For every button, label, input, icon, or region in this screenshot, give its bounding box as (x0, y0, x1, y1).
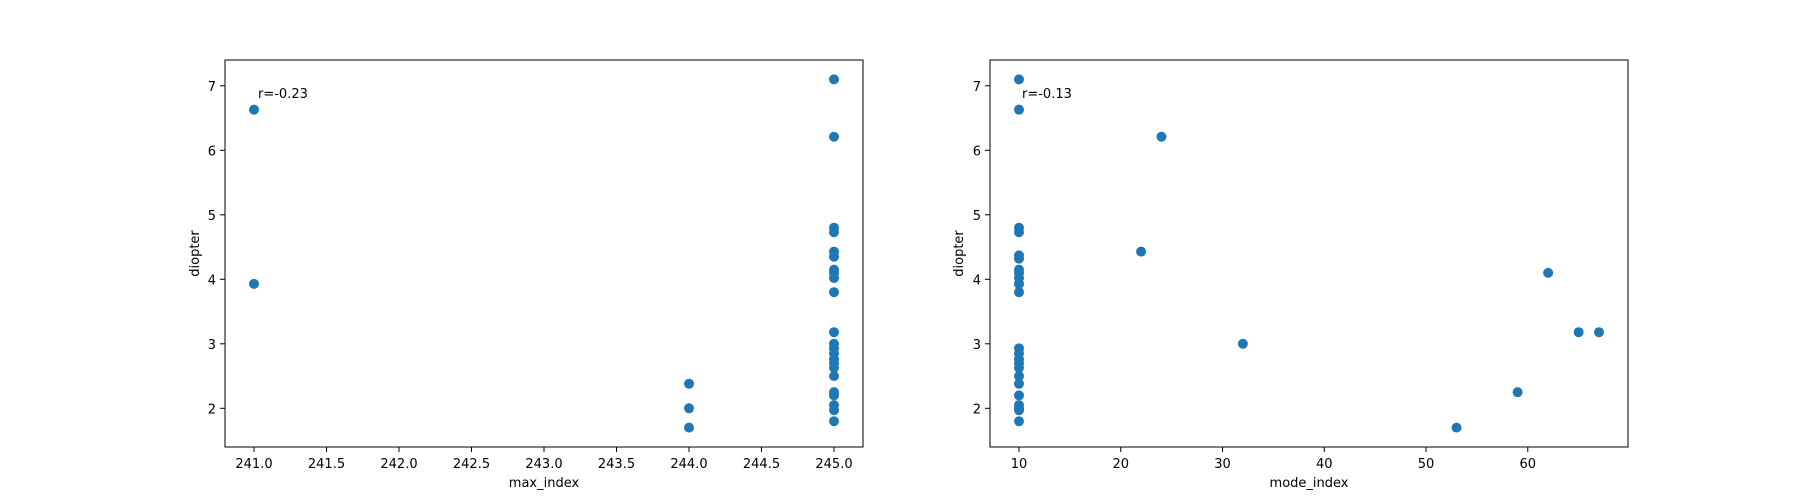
data-point (1573, 327, 1584, 338)
x-axis-label: max_index (509, 476, 580, 491)
data-point (829, 362, 839, 373)
y-tick-label: 5 (208, 209, 216, 224)
x-tick-label: 241.0 (235, 457, 272, 472)
y-tick-label: 7 (973, 80, 981, 95)
x-tick-label: 241.5 (308, 457, 345, 472)
y-tick-label: 6 (973, 144, 981, 159)
x-tick-label: 244.5 (743, 457, 780, 472)
data-point (1014, 227, 1024, 238)
data-point (829, 227, 839, 238)
y-tick-label: 4 (973, 273, 981, 288)
chart-panel-mode-index: 10 20 30 40 50 60 2 3 4 5 6 7 mode_index diopter r… (952, 59, 1629, 491)
x-axis-ticks: 10 20 30 40 50 60 (1011, 447, 1536, 472)
y-tick-label: 7 (208, 80, 216, 95)
data-point (829, 251, 839, 262)
data-point (684, 422, 694, 433)
data-point (1014, 253, 1024, 264)
x-tick-label: 243.5 (598, 457, 635, 472)
data-point (1014, 278, 1024, 289)
y-tick-label: 6 (208, 144, 216, 159)
data-point (829, 327, 839, 338)
data-point (1014, 405, 1024, 416)
y-axis-ticks: 2 3 4 5 6 7 (208, 80, 225, 417)
data-point (829, 390, 839, 401)
y-axis-label: diopter (188, 230, 203, 277)
data-point (829, 405, 839, 416)
data-point (1014, 371, 1024, 382)
data-point (1014, 416, 1024, 427)
x-tick-label: 10 (1011, 457, 1028, 472)
data-point (1014, 287, 1024, 298)
data-point (1156, 131, 1167, 142)
y-tick-label: 2 (973, 402, 981, 417)
y-axis-ticks: 2 3 4 5 6 7 (973, 80, 990, 417)
axes-frame (989, 59, 1629, 448)
y-tick-label: 5 (973, 209, 981, 224)
chart-panel-max-index: 241.0 241.5 242.0 242.5 243.0 243.5 244.0 244.5… (188, 59, 864, 491)
x-tick-label: 20 (1112, 457, 1129, 472)
correlation-annotation: r=-0.23 (258, 87, 308, 102)
x-tick-label: 40 (1316, 457, 1333, 472)
data-point (829, 287, 839, 298)
data-point (1594, 327, 1604, 338)
correlation-annotation: r=-0.13 (1022, 87, 1072, 102)
data-point (1014, 74, 1024, 85)
x-axis-ticks: 241.0 241.5 242.0 242.5 243.0 243.5 244.0 244.5… (235, 447, 853, 472)
scatter-points (1014, 74, 1604, 433)
x-tick-label: 244.0 (670, 457, 707, 472)
data-point (829, 131, 839, 142)
data-point (1014, 378, 1024, 389)
scatter-points (249, 74, 839, 433)
data-point (829, 74, 839, 85)
data-point (684, 378, 694, 389)
data-point (1014, 362, 1024, 373)
data-point (1014, 104, 1024, 115)
data-point (1237, 338, 1248, 349)
data-point (1543, 267, 1554, 278)
data-point (829, 416, 839, 427)
data-point (829, 371, 839, 382)
data-point (1512, 387, 1523, 398)
x-tick-label: 245.0 (815, 457, 852, 472)
x-axis-label: mode_index (1270, 476, 1349, 491)
data-point (1014, 390, 1024, 401)
data-point (1451, 422, 1462, 433)
data-point (249, 278, 259, 289)
y-tick-label: 4 (208, 273, 216, 288)
y-axis-label: diopter (952, 230, 967, 277)
x-tick-label: 242.5 (453, 457, 490, 472)
data-point (829, 273, 839, 284)
x-tick-label: 243.0 (525, 457, 562, 472)
y-tick-label: 3 (208, 338, 216, 353)
data-point (1136, 246, 1147, 257)
x-tick-label: 242.0 (380, 457, 417, 472)
x-tick-label: 50 (1418, 457, 1435, 472)
y-tick-label: 2 (208, 402, 216, 417)
data-point (684, 403, 694, 414)
y-tick-label: 3 (973, 338, 981, 353)
data-point (249, 104, 259, 115)
x-tick-label: 60 (1519, 457, 1536, 472)
x-tick-label: 30 (1214, 457, 1231, 472)
